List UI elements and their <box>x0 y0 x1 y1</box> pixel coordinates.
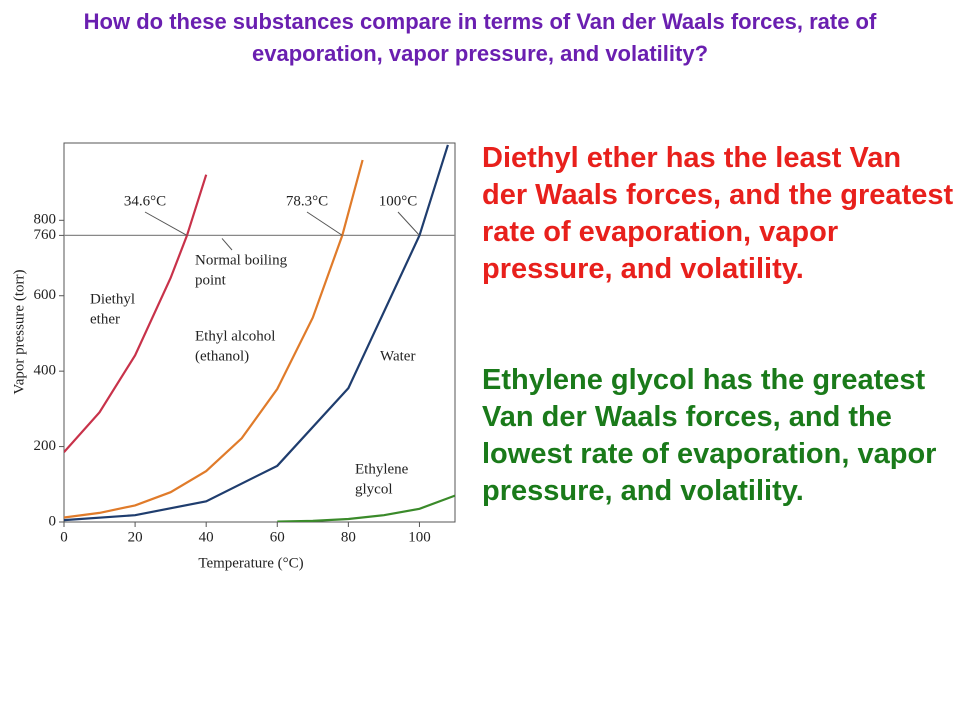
x-tick-label: 60 <box>270 529 285 545</box>
series-label: Water <box>380 348 415 364</box>
y-tick-label: 400 <box>34 363 57 379</box>
series-label: (ethanol) <box>195 348 249 364</box>
y-tick-label: 760 <box>34 227 57 243</box>
boiling-point-label: 78.3°C <box>286 193 328 209</box>
series-line <box>64 174 208 453</box>
boiling-point-label: 34.6°C <box>124 193 166 209</box>
plot-area <box>64 144 455 522</box>
x-tick-label: 0 <box>60 529 68 545</box>
y-tick-label: 0 <box>49 513 57 529</box>
series-line <box>64 159 364 519</box>
x-tick-label: 40 <box>199 529 214 545</box>
boiling-point-leader <box>306 211 343 236</box>
chart: Temperature (°C) Vapor pressure (torr) 0… <box>11 142 456 571</box>
y-tick-label: 200 <box>34 438 57 454</box>
x-axis-label: Temperature (°C) <box>198 555 303 571</box>
reference-leader <box>221 238 233 251</box>
series-label: Diethyl <box>90 291 135 307</box>
y-axis-label: Vapor pressure (torr) <box>11 270 27 395</box>
boiling-point-label: 100°C <box>379 193 418 209</box>
series-line <box>64 144 449 522</box>
x-tick-label: 100 <box>408 529 431 545</box>
series-line <box>277 494 455 522</box>
x-tick-label: 20 <box>128 529 143 545</box>
boiling-point-leader <box>144 211 188 236</box>
red-paragraph: Diethyl ether has the least Van der Waal… <box>482 142 954 285</box>
y-tick-label: 800 <box>34 212 57 228</box>
x-tick-label: 80 <box>341 529 356 545</box>
green-paragraph: Ethylene glycol has the greatest Van der… <box>482 364 937 507</box>
reference-label: point <box>195 272 227 288</box>
slide-title: How do these substances compare in terms… <box>83 9 877 66</box>
series-label: Ethylene <box>355 461 409 477</box>
y-tick-label: 600 <box>34 287 57 303</box>
series-label: glycol <box>355 481 393 497</box>
plot-frame <box>63 142 456 523</box>
series-label: Ethyl alcohol <box>195 328 275 344</box>
boiling-point-leader <box>397 211 420 236</box>
reference-label: Normal boiling <box>195 252 288 268</box>
series-label: ether <box>90 311 120 327</box>
